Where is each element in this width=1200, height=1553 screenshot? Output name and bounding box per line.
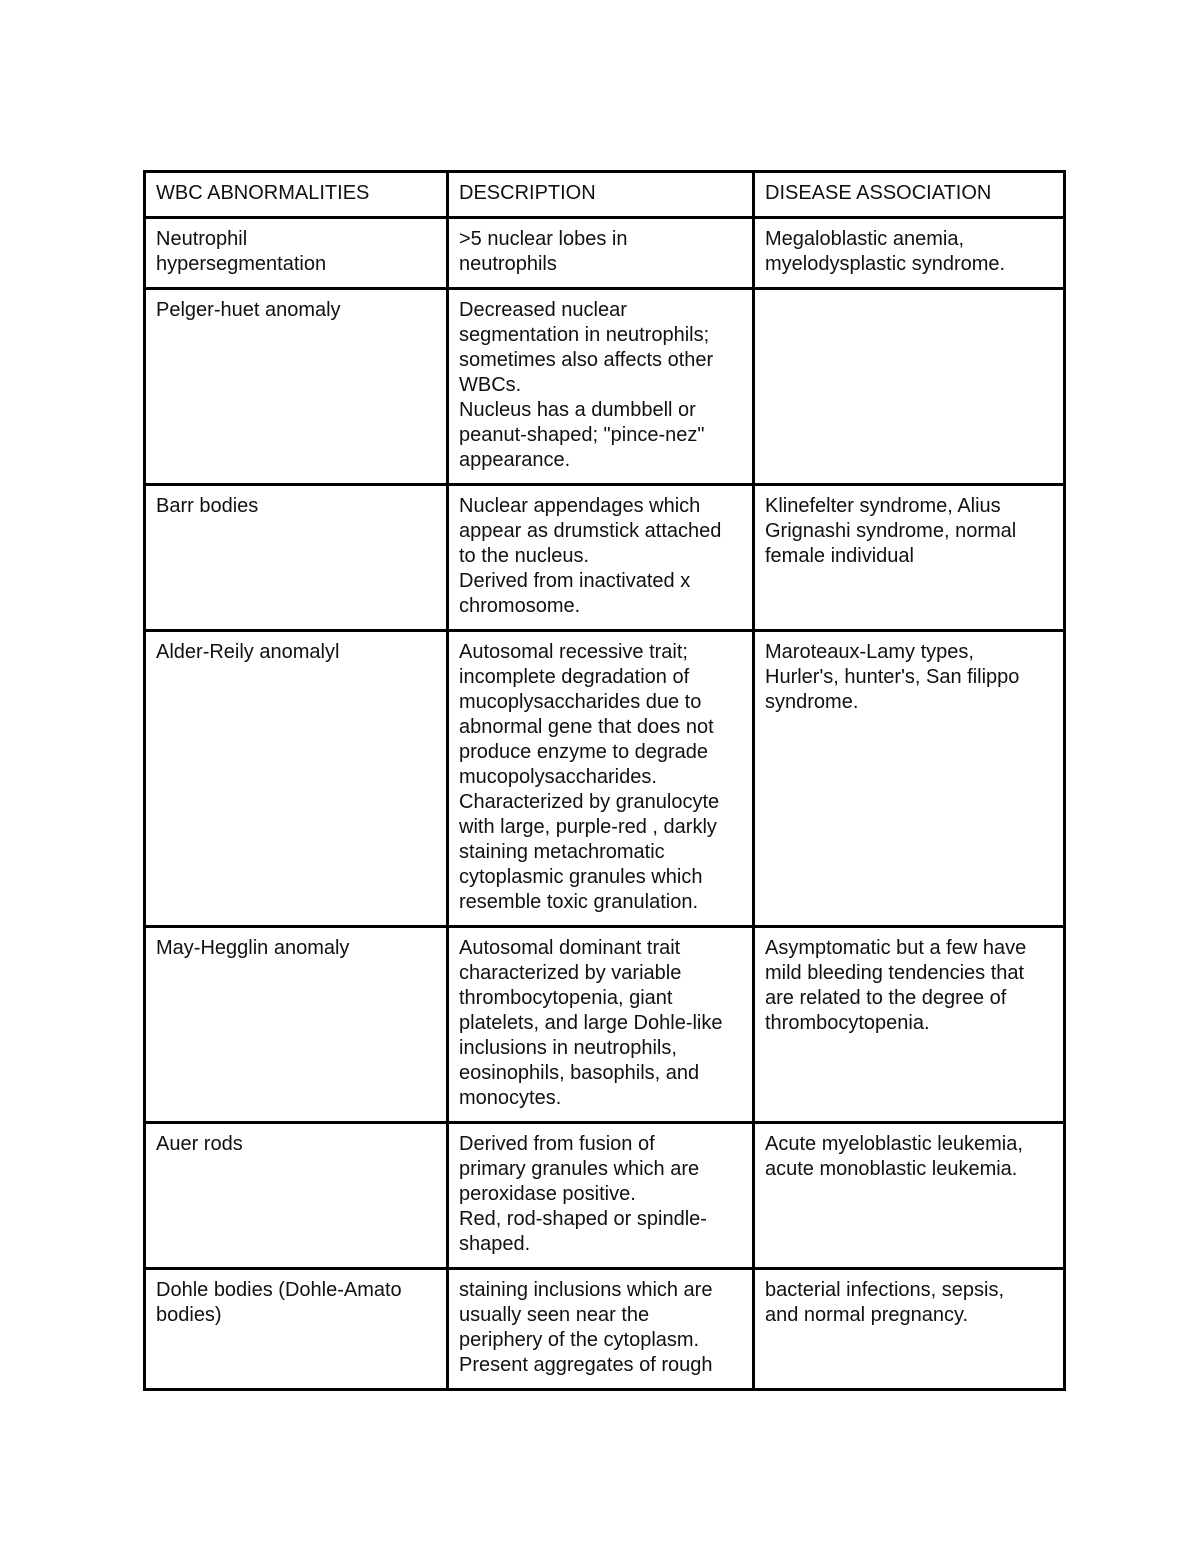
cell-abnormality: Barr bodies (143, 483, 449, 632)
cell-disease-association: Asymptomatic but a few have mild bleedin… (752, 925, 1066, 1124)
cell-disease-association: Klinefelter syndrome, Alius Grignashi sy… (752, 483, 1066, 632)
cell-disease-association: Megaloblastic anemia, myelodysplastic sy… (752, 216, 1066, 290)
cell-text: Auer rods (156, 1133, 243, 1155)
table-row: May-Hegglin anomaly Autosomal dominant t… (143, 925, 1066, 1124)
cell-text: >5 nuclear lobes in neutrophils (459, 228, 628, 275)
cell-description: Decreased nuclear segmentation in neutro… (446, 287, 755, 486)
cell-description: Nuclear appendages which appear as drums… (446, 483, 755, 632)
cell-text: Neutrophil hypersegmentation (156, 228, 327, 275)
cell-text: Nuclear appendages which appear as drums… (459, 495, 722, 617)
cell-text: Barr bodies (156, 495, 259, 517)
cell-description: >5 nuclear lobes in neutrophils (446, 216, 755, 290)
cell-text: Alder-Reily anomalyl (156, 641, 340, 663)
column-header-wbc-abnormalities: WBC ABNORMALITIES (143, 170, 449, 219)
table-row: Barr bodies Nuclear appendages which app… (143, 483, 1066, 632)
cell-disease-association: Maroteaux-Lamy types, Hurler's, hunter's… (752, 629, 1066, 928)
cell-description: Autosomal dominant trait characterized b… (446, 925, 755, 1124)
cell-text: bacterial infections, sepsis, and normal… (765, 1279, 1005, 1326)
table-row: Alder-Reily anomalyl Autosomal recessive… (143, 629, 1066, 928)
table-row: Auer rods Derived from fusion of primary… (143, 1121, 1066, 1270)
table-row: Pelger-huet anomaly Decreased nuclear se… (143, 287, 1066, 486)
header-label: DISEASE ASSOCIATION (765, 182, 992, 204)
wbc-abnormalities-table: WBC ABNORMALITIES DESCRIPTION DISEASE AS… (143, 170, 1066, 1391)
cell-text: Maroteaux-Lamy types, Hurler's, hunter's… (765, 641, 1020, 713)
cell-text: Dohle bodies (Dohle-Amato bodies) (156, 1279, 402, 1326)
cell-description: staining inclusions which are usually se… (446, 1267, 755, 1391)
column-header-description: DESCRIPTION (446, 170, 755, 219)
column-header-disease-association: DISEASE ASSOCIATION (752, 170, 1066, 219)
header-row: WBC ABNORMALITIES DESCRIPTION DISEASE AS… (143, 170, 1066, 219)
cell-text: May-Hegglin anomaly (156, 937, 350, 959)
cell-text: Megaloblastic anemia, myelodysplastic sy… (765, 228, 1006, 275)
cell-abnormality: Alder-Reily anomalyl (143, 629, 449, 928)
cell-text: staining inclusions which are usually se… (459, 1279, 713, 1376)
cell-description: Autosomal recessive trait; incomplete de… (446, 629, 755, 928)
cell-text: Klinefelter syndrome, Alius Grignashi sy… (765, 495, 1017, 567)
table-row: Dohle bodies (Dohle-Amato bodies) staini… (143, 1267, 1066, 1391)
cell-description: Derived from fusion of primary granules … (446, 1121, 755, 1270)
header-label: DESCRIPTION (459, 182, 596, 204)
cell-abnormality: Pelger-huet anomaly (143, 287, 449, 486)
cell-text: Acute myeloblastic leukemia, acute monob… (765, 1133, 1023, 1180)
cell-abnormality: Dohle bodies (Dohle-Amato bodies) (143, 1267, 449, 1391)
cell-text: Asymptomatic but a few have mild bleedin… (765, 937, 1027, 1034)
cell-text: Autosomal dominant trait characterized b… (459, 937, 723, 1109)
cell-text: Decreased nuclear segmentation in neutro… (459, 299, 714, 471)
cell-abnormality: Auer rods (143, 1121, 449, 1270)
cell-text: Pelger-huet anomaly (156, 299, 341, 321)
table-row: Neutrophil hypersegmentation >5 nuclear … (143, 216, 1066, 290)
cell-disease-association: Acute myeloblastic leukemia, acute monob… (752, 1121, 1066, 1270)
cell-abnormality: May-Hegglin anomaly (143, 925, 449, 1124)
header-label: WBC ABNORMALITIES (156, 182, 370, 204)
cell-abnormality: Neutrophil hypersegmentation (143, 216, 449, 290)
cell-disease-association (752, 287, 1066, 486)
cell-text: Derived from fusion of primary granules … (459, 1133, 707, 1255)
cell-disease-association: bacterial infections, sepsis, and normal… (752, 1267, 1066, 1391)
cell-text: Autosomal recessive trait; incomplete de… (459, 641, 720, 913)
